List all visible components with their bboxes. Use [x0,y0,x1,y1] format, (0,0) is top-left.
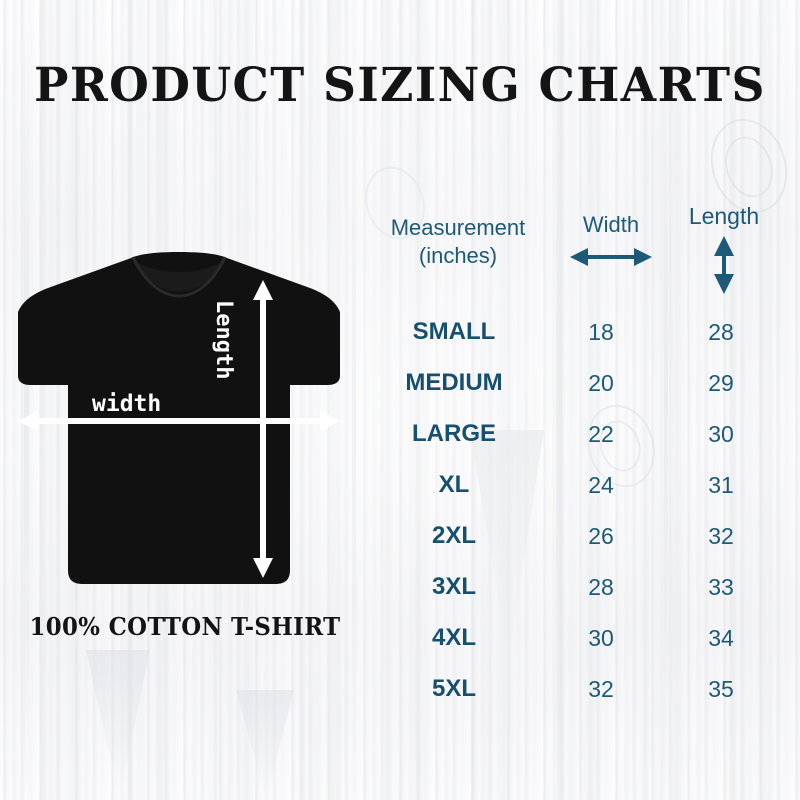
cell-size: 3XL [431,573,476,600]
table-row: 3XL 28 33 [368,564,788,610]
double-arrow-horizontal-icon [570,248,652,266]
double-arrow-vertical-icon [714,236,734,294]
header-measurement-text: Measurement [390,215,526,240]
shirt-width-label: width [92,391,162,417]
wood-grain-streak [24,0,29,800]
wood-grain-streak [664,0,668,800]
cell-length: 34 [708,624,734,651]
cell-length: 28 [708,318,734,345]
header-measurement: Measurement (inches) [368,214,548,270]
cell-length: 35 [708,675,734,702]
page-title: PRODUCT SIZING CHARTS [34,58,766,113]
header-length: Length [688,203,760,229]
cell-width: 24 [588,471,614,498]
table-row: SMALL 18 28 [368,309,788,355]
product-caption: 100% COTTON T-SHIRT [29,612,341,641]
cell-size: 2XL [431,522,476,549]
cell-size: 4XL [431,624,476,651]
sizing-table: Measurement (inches) Width Length SMALL … [368,203,788,714]
table-row: 5XL 32 35 [368,666,788,712]
cell-length: 33 [708,573,734,600]
cell-size: MEDIUM [405,369,503,396]
table-row: LARGE 22 30 [368,411,788,457]
table-row: XL 24 31 [368,462,788,508]
wood-grain-streak [556,0,562,800]
cell-width: 30 [588,624,614,651]
header-measurement-unit: (inches) [418,243,498,268]
shirt-length-label: Length [211,300,236,380]
width-measure-arrow [18,411,340,431]
cell-size: XL [438,471,470,498]
cell-width: 18 [588,318,614,345]
wood-grain-streak [352,0,356,800]
cell-width: 26 [588,522,614,549]
cell-size: LARGE [412,420,496,447]
cell-length: 30 [708,420,734,447]
length-measure-arrow [253,280,273,578]
table-row: MEDIUM 20 29 [368,360,788,406]
cell-size: SMALL [412,318,496,345]
cell-width: 22 [588,420,614,447]
cell-length: 29 [708,369,734,396]
cell-width: 32 [588,675,614,702]
cell-size: 5XL [431,675,476,702]
table-row: 4XL 30 34 [368,615,788,661]
cell-length: 31 [708,471,734,498]
cell-length: 32 [708,522,734,549]
table-header-row: Measurement (inches) Width Length [368,203,788,296]
table-row: 2XL 26 32 [368,513,788,559]
cell-width: 28 [588,573,614,600]
header-width: Width [582,212,640,237]
cell-width: 20 [588,369,614,396]
